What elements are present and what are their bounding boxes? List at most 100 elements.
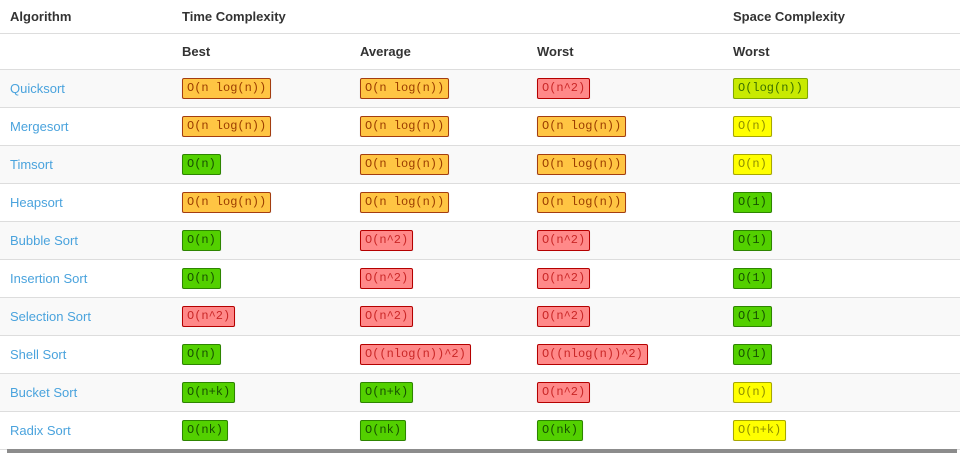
complexity-badge: O(n) <box>733 154 772 175</box>
complexity-cell: O(n^2) <box>531 78 727 99</box>
complexity-cell: O(n+k) <box>354 382 531 403</box>
complexity-cell: O(n log(n)) <box>176 192 354 213</box>
complexity-cell: O(n) <box>727 154 960 175</box>
complexity-cell: O(1) <box>727 230 960 251</box>
complexity-badge: O(n^2) <box>537 268 591 289</box>
table-row: Insertion Sort O(n) O(n^2) O(n^2) O(1) <box>0 260 960 298</box>
complexity-cell: O(n^2) <box>176 306 354 327</box>
table-row: Bubble Sort O(n) O(n^2) O(n^2) O(1) <box>0 222 960 260</box>
algorithm-cell: Insertion Sort <box>0 270 176 288</box>
complexity-cell: O(n log(n)) <box>354 154 531 175</box>
complexity-cell: O(n) <box>176 268 354 289</box>
complexity-badge: O(n log(n)) <box>360 116 450 137</box>
complexity-badge: O(nk) <box>537 420 584 441</box>
table-row: Shell Sort O(n) O((nlog(n))^2) O((nlog(n))^… <box>0 336 960 374</box>
complexity-badge: O(n+k) <box>733 420 787 441</box>
complexity-badge: O(1) <box>733 192 772 213</box>
complexity-badge: O(log(n)) <box>733 78 808 99</box>
algorithm-link[interactable]: Quicksort <box>10 80 65 96</box>
complexity-badge: O(n+k) <box>182 382 236 403</box>
col-header-worst-space: Worst <box>733 44 770 59</box>
complexity-cell: O(log(n)) <box>727 78 960 99</box>
complexity-cell: O(n) <box>727 382 960 403</box>
complexity-badge: O(n log(n)) <box>182 116 272 137</box>
complexity-badge: O(n^2) <box>537 382 591 403</box>
bottom-divider <box>7 449 957 453</box>
complexity-badge: O(n^2) <box>537 78 591 99</box>
complexity-badge: O(n log(n)) <box>537 116 627 137</box>
complexity-cell: O(n log(n)) <box>176 78 354 99</box>
complexity-badge: O(n) <box>733 116 772 137</box>
table-row: Mergesort O(n log(n)) O(n log(n)) O(n log(n… <box>0 108 960 146</box>
table-row: Heapsort O(n log(n)) O(n log(n)) O(n log(n)… <box>0 184 960 222</box>
complexity-badge: O(n) <box>182 230 221 251</box>
algorithm-link[interactable]: Radix Sort <box>10 422 71 438</box>
complexity-badge: O((nlog(n))^2) <box>537 344 648 365</box>
complexity-cell: O(1) <box>727 306 960 327</box>
complexity-badge: O(n log(n)) <box>182 192 272 213</box>
complexity-cell: O(n^2) <box>531 306 727 327</box>
complexity-cell: O((nlog(n))^2) <box>531 344 727 365</box>
complexity-badge: O(1) <box>733 268 772 289</box>
algorithm-cell: Selection Sort <box>0 308 176 326</box>
complexity-cell: O(n^2) <box>531 268 727 289</box>
complexity-badge: O(n^2) <box>360 230 414 251</box>
algorithm-link[interactable]: Shell Sort <box>10 346 67 362</box>
algorithm-link[interactable]: Selection Sort <box>10 308 91 324</box>
algorithm-cell: Timsort <box>0 156 176 174</box>
complexity-badge: O(n^2) <box>537 230 591 251</box>
complexity-badge: O(n) <box>182 154 221 175</box>
algorithm-link[interactable]: Timsort <box>10 156 53 172</box>
table-row: Bucket Sort O(n+k) O(n+k) O(n^2) O(n) <box>0 374 960 412</box>
complexity-badge: O(n^2) <box>360 306 414 327</box>
table-body: Quicksort O(n log(n)) O(n log(n)) O(n^2) O(l… <box>0 70 960 450</box>
complexity-cell: O(n) <box>176 154 354 175</box>
complexity-badge: O(n+k) <box>360 382 414 403</box>
complexity-cell: O(n+k) <box>176 382 354 403</box>
table-row: Selection Sort O(n^2) O(n^2) O(n^2) O(1) <box>0 298 960 336</box>
algorithm-cell: Quicksort <box>0 80 176 98</box>
complexity-cell: O(n log(n)) <box>531 154 727 175</box>
algorithm-link[interactable]: Bucket Sort <box>10 384 78 400</box>
algorithm-cell: Shell Sort <box>0 346 176 364</box>
complexity-badge: O(1) <box>733 344 772 365</box>
complexity-badge: O(n log(n)) <box>182 78 272 99</box>
col-header-worst-time: Worst <box>537 44 574 59</box>
complexity-badge: O(n^2) <box>537 306 591 327</box>
complexity-cell: O(n log(n)) <box>531 116 727 137</box>
complexity-badge: O(n log(n)) <box>360 154 450 175</box>
algorithm-cell: Heapsort <box>0 194 176 212</box>
complexity-cell: O(n^2) <box>531 382 727 403</box>
complexity-cell: O(n log(n)) <box>354 116 531 137</box>
algorithm-link[interactable]: Insertion Sort <box>10 270 88 286</box>
complexity-cell: O(nk) <box>531 420 727 441</box>
algorithm-link[interactable]: Mergesort <box>10 118 69 134</box>
complexity-cell: O(n^2) <box>531 230 727 251</box>
complexity-cell: O(n log(n)) <box>354 192 531 213</box>
col-header-space-complexity: Space Complexity <box>733 9 845 24</box>
complexity-cell: O(nk) <box>354 420 531 441</box>
table-row: Quicksort O(n log(n)) O(n log(n)) O(n^2) O(l… <box>0 70 960 108</box>
complexity-cell: O(n) <box>176 230 354 251</box>
complexity-badge: O(1) <box>733 230 772 251</box>
header-row-subcolumns: Best Average Worst Worst <box>0 34 960 70</box>
complexity-badge: O(n log(n)) <box>537 154 627 175</box>
algorithm-cell: Bucket Sort <box>0 384 176 402</box>
header-row-groups: Algorithm Time Complexity Space Complexi… <box>0 0 960 34</box>
complexity-badge: O(nk) <box>182 420 229 441</box>
complexity-cell: O(nk) <box>176 420 354 441</box>
algorithm-link[interactable]: Bubble Sort <box>10 232 78 248</box>
algorithm-cell: Bubble Sort <box>0 232 176 250</box>
complexity-cell: O(n) <box>176 344 354 365</box>
complexity-badge: O(n^2) <box>360 268 414 289</box>
complexity-badge: O(n log(n)) <box>360 192 450 213</box>
complexity-cell: O(n log(n)) <box>354 78 531 99</box>
col-header-best: Best <box>182 44 211 59</box>
complexity-cell: O(n log(n)) <box>176 116 354 137</box>
col-header-time-complexity: Time Complexity <box>182 9 286 24</box>
complexity-cell: O(n) <box>727 116 960 137</box>
table-row: Radix Sort O(nk) O(nk) O(nk) O(n+k) <box>0 412 960 450</box>
algorithm-link[interactable]: Heapsort <box>10 194 63 210</box>
complexity-badge: O(n log(n)) <box>360 78 450 99</box>
